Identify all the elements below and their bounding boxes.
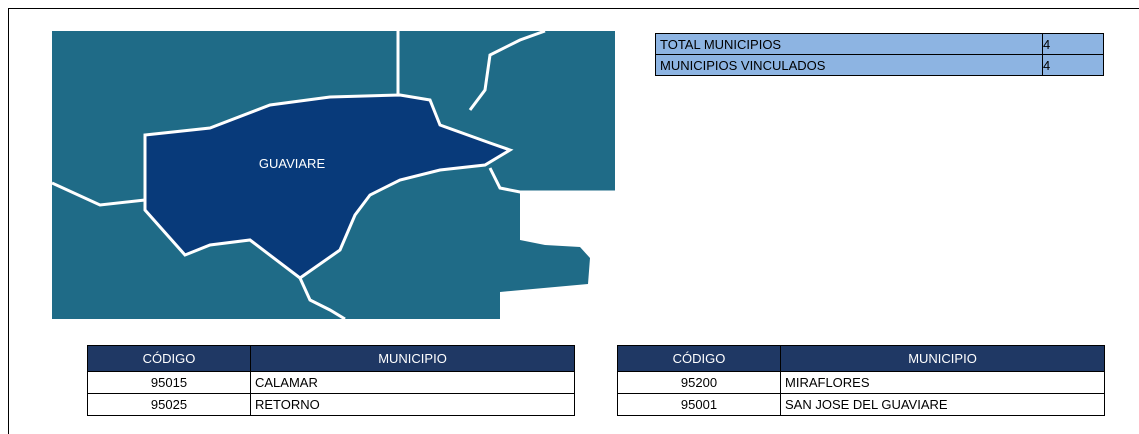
- column-header: CÓDIGO: [87, 345, 251, 372]
- header-row: CÓDIGO MUNICIPIO: [617, 345, 1105, 372]
- column-header: MUNICIPIO: [780, 345, 1105, 372]
- code-cell: 95015: [87, 371, 251, 394]
- summary-label: TOTAL MUNICIPIOS: [655, 33, 1043, 55]
- name-cell: SAN JOSE DEL GUAVIARE: [780, 393, 1105, 416]
- frame: [8, 8, 1139, 434]
- code-cell: 95001: [617, 393, 781, 416]
- border: [488, 167, 615, 194]
- name-cell: RETORNO: [250, 393, 575, 416]
- summary-value: 4: [1042, 54, 1104, 76]
- name-cell: CALAMAR: [250, 371, 575, 394]
- summary-table: TOTAL MUNICIPIOS 4 MUNICIPIOS VINCULADOS 4: [655, 33, 1104, 76]
- border: [52, 181, 146, 207]
- map-blank: [500, 192, 615, 319]
- municipio-table: CÓDIGO MUNICIPIO 95200 MIRAFLORES 95001 SAN J…: [617, 345, 1105, 416]
- map-label: GUAVIARE: [259, 156, 326, 171]
- table-row: 95015 CALAMAR: [87, 371, 575, 394]
- border: [468, 31, 546, 111]
- municipio-table: CÓDIGO MUNICIPIO 95015 CALAMAR 95025 RETORNO: [87, 345, 575, 416]
- table-row: 95001 SAN JOSE DEL GUAVIARE: [617, 393, 1105, 416]
- header-row: CÓDIGO MUNICIPIO: [87, 345, 575, 372]
- border: [298, 277, 346, 319]
- summary-row: TOTAL MUNICIPIOS 4: [655, 33, 1104, 55]
- table-row: 95025 RETORNO: [87, 393, 575, 416]
- code-cell: 95025: [87, 393, 251, 416]
- name-cell: MIRAFLORES: [780, 371, 1105, 394]
- column-header: CÓDIGO: [617, 345, 781, 372]
- map: GUAVIARE: [52, 31, 615, 319]
- summary-label: MUNICIPIOS VINCULADOS: [655, 54, 1043, 76]
- table-row: 95200 MIRAFLORES: [617, 371, 1105, 394]
- guaviare-region: [143, 93, 514, 280]
- summary-row: MUNICIPIOS VINCULADOS 4: [655, 54, 1104, 76]
- summary-value: 4: [1042, 33, 1104, 55]
- column-header: MUNICIPIO: [250, 345, 575, 372]
- code-cell: 95200: [617, 371, 781, 394]
